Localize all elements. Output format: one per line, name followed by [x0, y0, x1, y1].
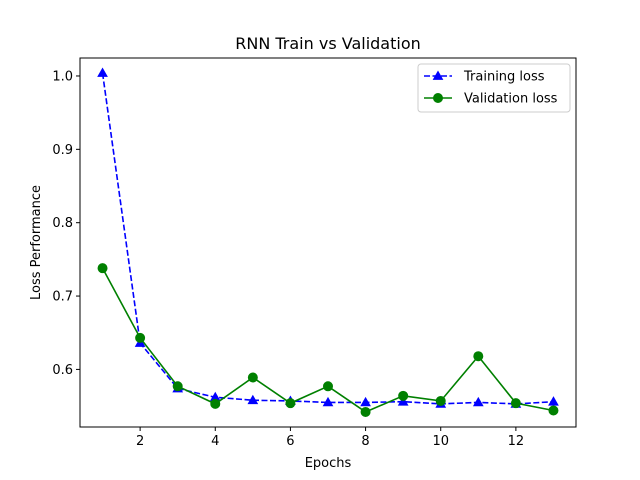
y-tick-label: 1.0	[52, 69, 73, 84]
x-tick-label: 6	[286, 434, 294, 449]
chart-title: RNN Train vs Validation	[235, 34, 421, 53]
data-point	[397, 396, 409, 406]
y-tick-label: 0.6	[52, 363, 73, 378]
legend-box	[417, 63, 571, 113]
data-point	[135, 332, 146, 343]
data-point	[210, 398, 221, 409]
x-axis-label: Epochs	[305, 456, 352, 471]
x-tick-label: 8	[361, 434, 369, 449]
data-point	[285, 398, 296, 409]
data-point	[97, 67, 108, 77]
legend: Training loss Validation loss	[417, 63, 571, 113]
y-tick-label: 0.8	[52, 216, 73, 231]
data-point	[97, 263, 108, 274]
data-point	[548, 396, 559, 406]
legend-swatch-marker	[433, 93, 443, 103]
x-tick-label: 4	[211, 434, 219, 449]
legend-label: Training loss	[463, 70, 545, 85]
data-point	[322, 396, 334, 407]
data-point	[360, 406, 371, 417]
x-tick-label: 10	[432, 434, 449, 449]
axes-frame	[79, 57, 577, 428]
y-tick-label: 0.9	[52, 143, 73, 158]
y-tick-label: 0.7	[52, 290, 73, 305]
data-point	[323, 381, 333, 392]
data-point	[398, 390, 409, 401]
data-point	[435, 395, 446, 406]
x-tick-label: 12	[508, 434, 525, 449]
series-1	[97, 263, 559, 417]
legend-label: Validation loss	[464, 92, 558, 107]
y-axis-label: Loss Performance	[29, 185, 44, 300]
data-point	[472, 396, 484, 407]
data-point	[510, 398, 521, 409]
data-point	[548, 405, 559, 416]
legend-swatch-marker	[432, 70, 444, 80]
data-point	[473, 351, 484, 362]
data-point	[172, 381, 183, 392]
axis-ticks: 2 4 6 8 10 12 0.6 0.7 0.8 0.9 1.0	[52, 69, 524, 449]
data-point	[247, 394, 259, 405]
data-point	[247, 372, 258, 383]
x-tick-label: 2	[136, 434, 144, 449]
data-point	[360, 396, 371, 407]
plot-area	[97, 67, 559, 417]
